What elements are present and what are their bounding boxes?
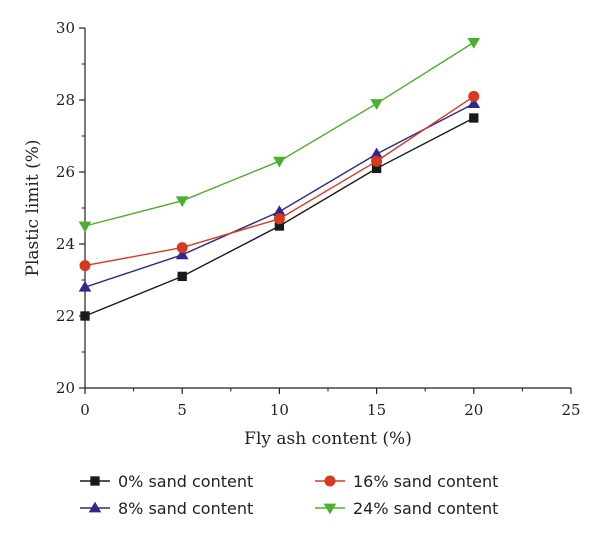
- data-point: [371, 163, 382, 174]
- x-axis-title: Fly ash content (%): [244, 429, 412, 449]
- legend-marker: [90, 476, 100, 486]
- legend: 0% sand content 8% sand content 16% sand c…: [80, 472, 498, 518]
- series-3: [79, 90, 480, 272]
- x-tick-label: 0: [80, 401, 90, 419]
- data-point: [78, 221, 92, 233]
- series-4: [78, 37, 481, 233]
- x-tick-label: 10: [270, 401, 289, 419]
- legend-item: 0% sand content: [80, 472, 253, 491]
- y-tick-label: 28: [56, 91, 75, 109]
- series-line: [84, 102, 475, 288]
- data-point: [371, 155, 383, 167]
- data-point: [273, 213, 285, 225]
- data-point: [469, 113, 479, 123]
- x-tick-label: 20: [464, 401, 483, 419]
- data-point: [370, 147, 383, 159]
- x-tick-label: 25: [561, 401, 580, 419]
- data-point: [273, 156, 286, 168]
- data-point: [79, 260, 91, 272]
- y-tick-label: 24: [56, 235, 75, 253]
- plot-frame: [84, 28, 571, 389]
- legend-label: 0% sand content: [118, 472, 253, 491]
- data-point: [273, 205, 286, 217]
- legend-label: 24% sand content: [353, 499, 498, 518]
- y-tick-label: 30: [56, 19, 75, 37]
- y-tick-label: 20: [56, 379, 75, 397]
- y-tick-label: 26: [56, 163, 75, 181]
- x-axis: 0 5 10 15 20 25: [80, 388, 581, 419]
- series-line: [84, 95, 475, 267]
- legend-item: 16% sand content: [315, 472, 498, 491]
- data-point: [78, 280, 92, 292]
- data-point: [177, 271, 187, 282]
- data-point: [468, 90, 480, 102]
- y-axis-title: Plastic limit (%): [23, 139, 43, 276]
- data-point: [467, 37, 481, 49]
- legend-label: 16% sand content: [353, 472, 498, 491]
- data-point: [80, 311, 90, 321]
- x-tick-label: 15: [367, 401, 386, 419]
- series-2: [78, 97, 481, 292]
- legend-item: 24% sand content: [315, 499, 498, 518]
- data-point: [175, 248, 189, 260]
- legend-marker: [88, 501, 102, 513]
- legend-item: 8% sand content: [80, 499, 253, 518]
- data-point: [274, 221, 285, 231]
- data-point: [467, 97, 481, 109]
- series-layer: [78, 37, 481, 321]
- legend-marker: [324, 475, 336, 487]
- x-tick-label: 5: [177, 401, 187, 419]
- legend-label: 8% sand content: [118, 499, 253, 518]
- y-axis: 20 22 24 26 28 30: [56, 19, 85, 397]
- legend-marker: [323, 503, 337, 515]
- data-point: [176, 242, 188, 254]
- series-1: [80, 113, 479, 321]
- y-tick-label: 22: [56, 307, 75, 325]
- data-point: [370, 99, 383, 110]
- data-point: [175, 196, 189, 208]
